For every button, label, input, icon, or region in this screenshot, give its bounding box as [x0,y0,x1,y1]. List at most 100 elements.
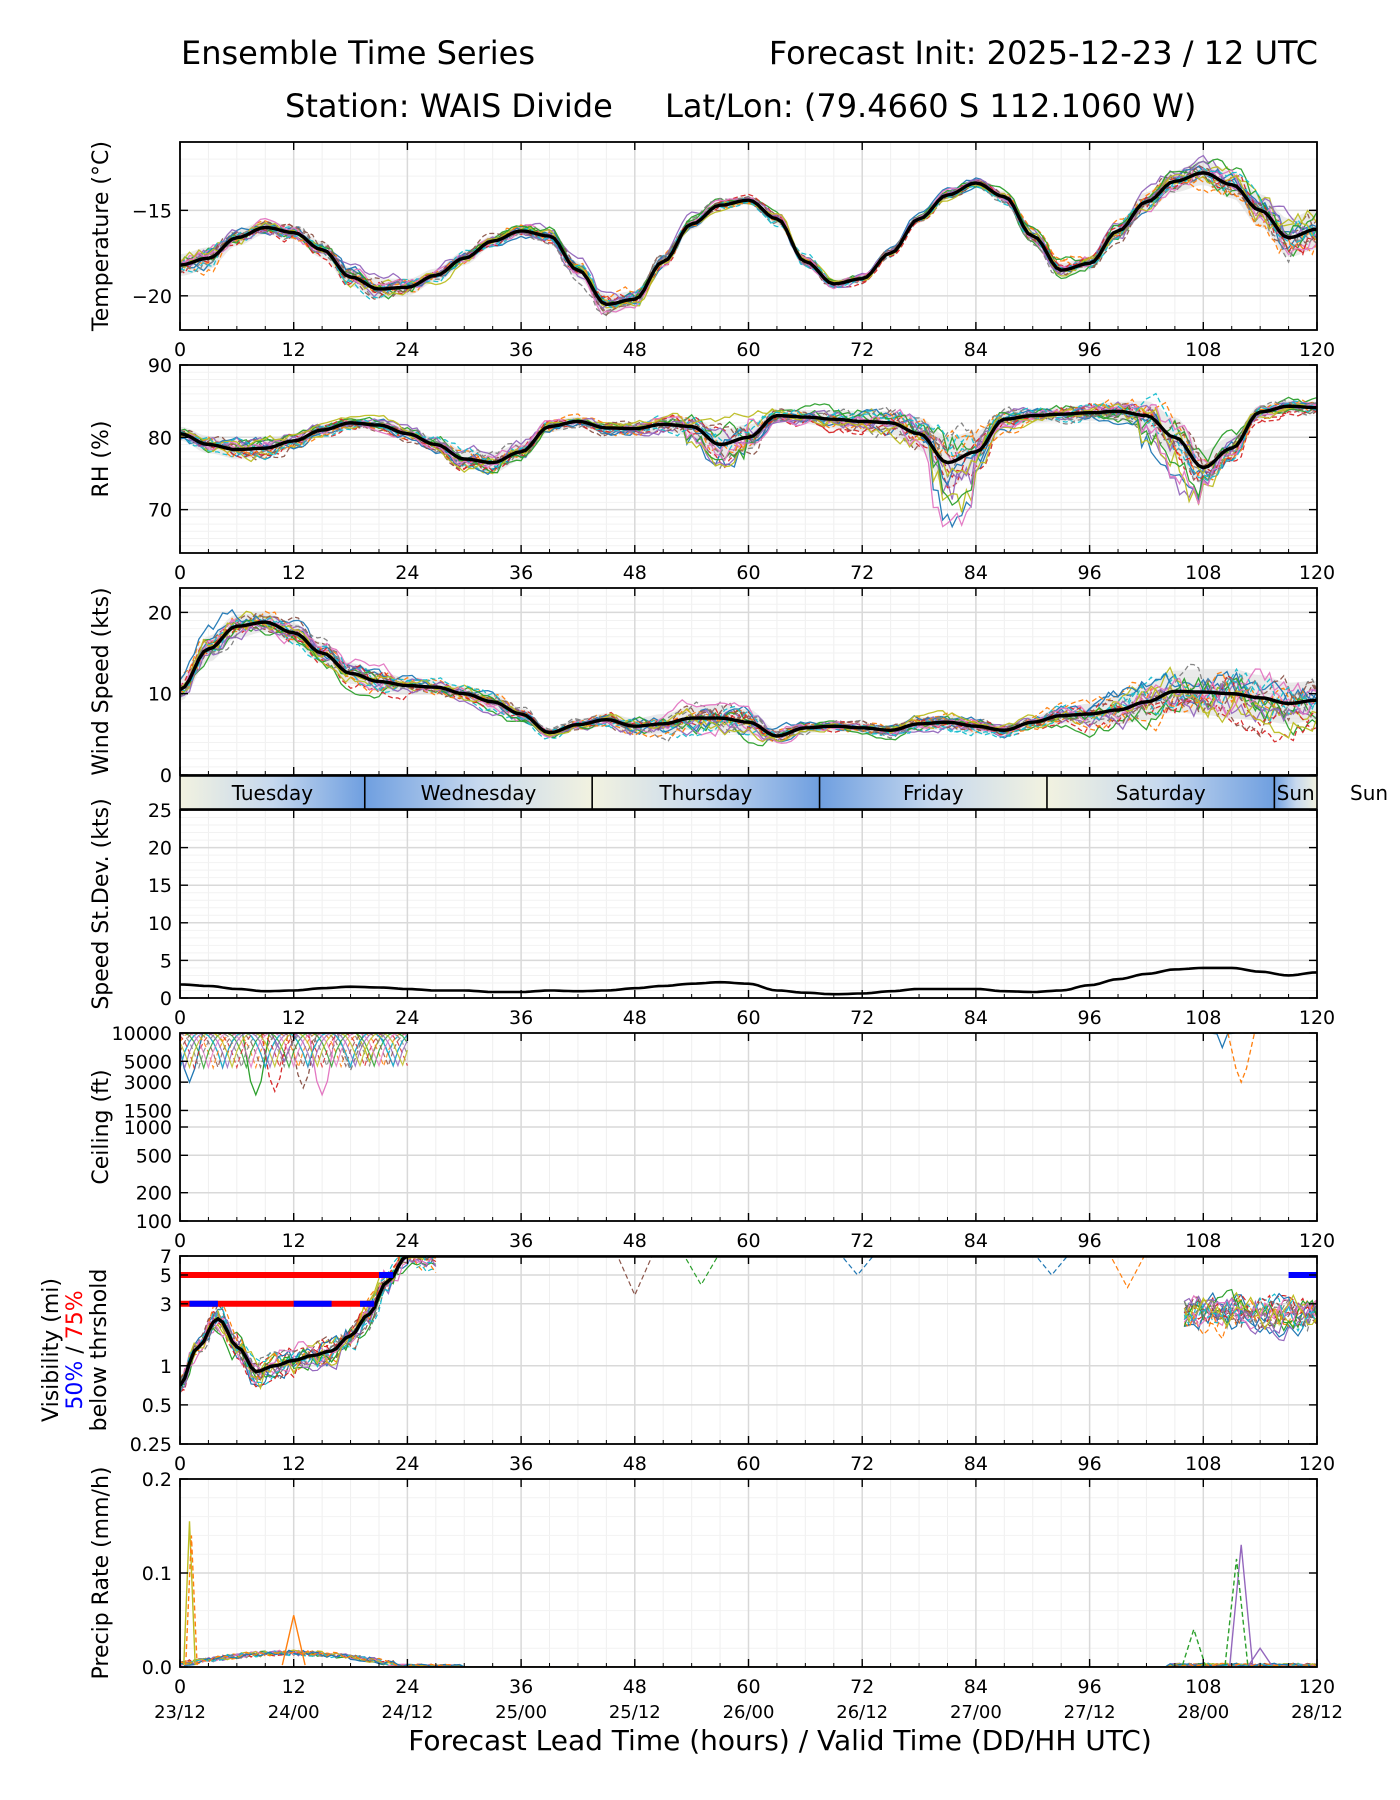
x-tick-label: 96 [1078,1230,1102,1252]
x-tick-label: 24 [395,1007,419,1029]
day-label-overflow: Sun [1350,781,1388,805]
valid-time-label: 28/12 [1291,1702,1343,1723]
x-tick-label: 84 [964,1230,988,1252]
members-ceiling [180,1033,1317,1097]
ceiling-dip [241,1033,270,1097]
x-tick-label: 72 [850,1230,874,1252]
x-tick-label: 84 [964,1676,988,1698]
ensemble-member-line [1184,1294,1317,1324]
y-tick-label: 1 [160,1356,172,1378]
x-tick-label: 96 [1078,1676,1102,1698]
ensemble-member-line [180,617,1317,738]
x-tick-label: 72 [850,562,874,584]
y-tick-label: 0.0 [142,1657,172,1679]
day-band-segment [1274,776,1317,809]
title-right: Forecast Init: 2025-12-23 / 12 UTC [768,34,1318,72]
x-tick-label: 108 [1185,339,1221,361]
x-tick-label: 48 [623,1007,647,1029]
y-tick-label: 20 [148,838,172,860]
x-tick-label: 60 [736,339,760,361]
legend-sep: / [63,1339,88,1360]
ensemble-member-line [180,399,1317,469]
day-label: Tuesday [231,781,314,805]
x-tick-label: 12 [282,1230,306,1252]
y-tick-label: 10 [148,684,172,706]
y-tick-label: 3000 [124,1072,172,1094]
x-tick-label: 12 [282,1676,306,1698]
members-precip [180,1521,1317,1667]
ensemble-member-line [180,608,1317,735]
day-label: Saturday [1116,781,1206,805]
y-tick-label: 5000 [124,1051,172,1073]
x-tick-label: 60 [736,1453,760,1475]
y-tick-label: 10 [148,913,172,935]
ensemble-mean-line [180,620,1317,738]
legend-75: 75% [63,1290,88,1339]
ensemble-member-line [180,169,1317,317]
precip-spike [1181,1627,1206,1666]
ensemble-mean-line [180,1256,1317,1387]
precip-spike [1224,1558,1249,1666]
ensemble-member-line [1183,1293,1317,1330]
x-tick-label: 48 [623,1453,647,1475]
ensemble-member-line [180,1256,436,1381]
x-tick-label: 72 [850,1453,874,1475]
ensemble-member-line [1183,1293,1317,1333]
x-tick-label: 120 [1299,339,1335,361]
ensemble-member-line [180,1650,1317,1667]
x-tick-label: 0 [174,339,186,361]
mean-speed_std [180,966,1317,996]
x-tick-label: 36 [509,1676,533,1698]
day-band-segment [819,776,1047,809]
x-tick-label: 96 [1078,562,1102,584]
x-tick-label: 60 [736,1676,760,1698]
precip-spike [1229,1544,1254,1666]
x-tick-label: 60 [736,1007,760,1029]
ensemble-member-line [180,621,1317,747]
precip-spike [185,1535,198,1666]
ensemble-member-line [180,1033,408,1070]
y-tick-label: 0 [160,988,172,1010]
ensemble-member-line [180,1649,1317,1667]
y-tick-label: 0.1 [142,1563,172,1585]
x-tick-label: 36 [509,1453,533,1475]
x-tick-label: 48 [623,562,647,584]
x-tick-label: 108 [1185,562,1221,584]
y-tick-label: 0.2 [142,1469,172,1491]
ensemble-member-line [180,617,1317,739]
valid-time-label: 25/12 [609,1702,661,1723]
y-axis-label: Wind Speed (kts) [89,587,114,775]
x-tick-label: 108 [1185,1676,1221,1698]
day-band-segment [592,776,820,809]
precip-spike [281,1615,306,1666]
x-tick-label: 96 [1078,1453,1102,1475]
y-axis-label: Speed St.Dev. (kts) [89,798,114,1009]
x-tick-label: 96 [1078,339,1102,361]
ensemble-member-line [180,1649,1317,1667]
members-wind [180,608,1317,747]
valid-time-label: 25/00 [495,1702,547,1723]
valid-time-label: 26/12 [836,1702,888,1723]
mean-wind [180,620,1317,738]
y-tick-label: 0.5 [142,1395,172,1417]
x-tick-label: 24 [395,339,419,361]
ensemble-member-line [180,615,1317,735]
x-tick-label: 36 [509,562,533,584]
x-tick-label: 36 [509,339,533,361]
x-tick-label: 0 [174,1453,186,1475]
vis-dip [683,1256,719,1286]
ceiling-dip [1227,1033,1256,1085]
x-tick-label: 108 [1185,1230,1221,1252]
day-band-segment [364,776,593,809]
x-tick-label: 24 [395,1453,419,1475]
x-tick-label: 0 [174,562,186,584]
mean-rh [180,404,1317,470]
x-tick-label: 36 [509,1230,533,1252]
day-band-frame [179,775,1318,810]
ceiling-dip [308,1033,337,1097]
x-tick-label: 120 [1299,562,1335,584]
day-label: Wednesday [421,781,537,805]
y-axis-label: Precip Rate (mm/h) [89,1467,114,1680]
y-tick-label: 0 [160,765,172,787]
